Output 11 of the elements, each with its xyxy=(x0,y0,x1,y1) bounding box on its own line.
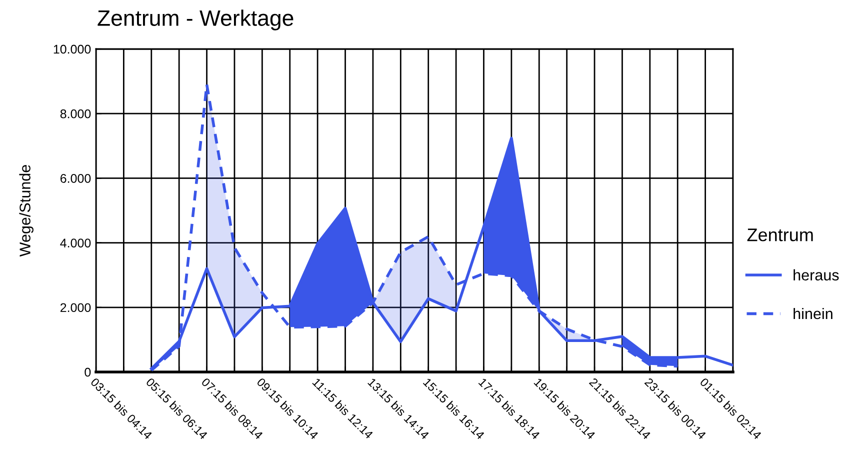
legend-title: Zentrum xyxy=(747,228,813,242)
legend-label: heraus xyxy=(794,269,839,280)
chart-title: Zentrum - Werktage xyxy=(98,10,294,30)
y-tick-label: 4.000 xyxy=(60,238,91,248)
y-tick-label: 0 xyxy=(84,368,91,377)
y-tick-label: 10.000 xyxy=(54,44,91,54)
y-tick-label: 6.000 xyxy=(60,174,91,183)
y-tick-label: 8.000 xyxy=(60,109,91,118)
y-tick-label: 2.000 xyxy=(60,303,91,312)
y-axis-title: Wege/Stunde xyxy=(19,165,34,257)
legend-label: hinein xyxy=(794,308,832,320)
